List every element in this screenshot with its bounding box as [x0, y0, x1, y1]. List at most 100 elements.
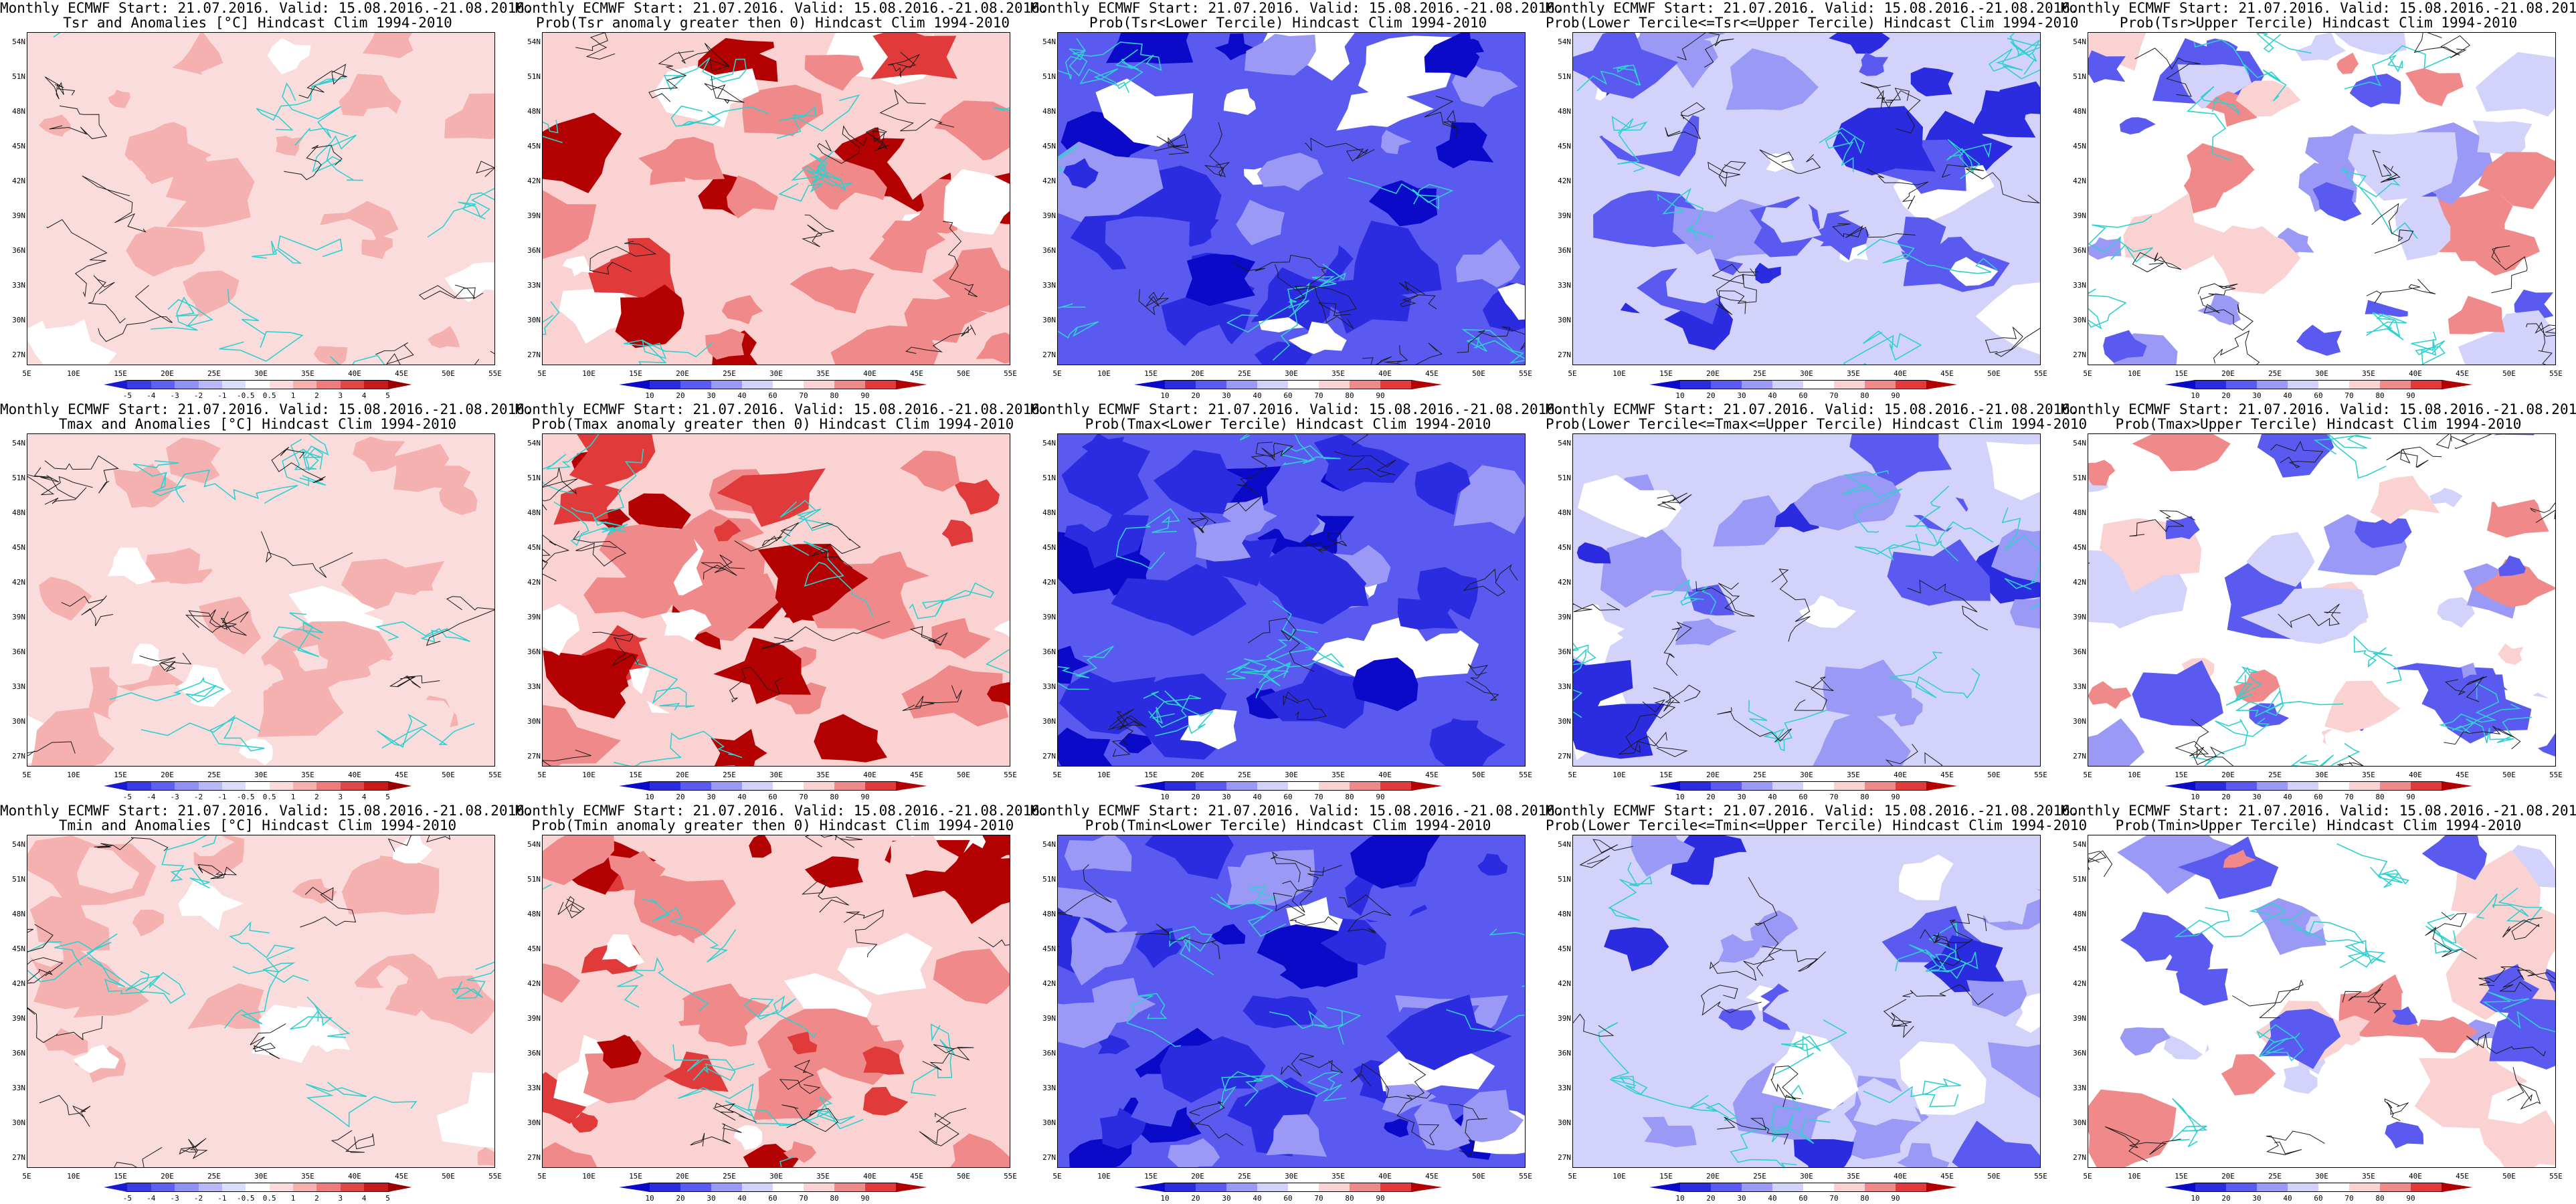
colorbar-tick-label: 60	[1283, 391, 1293, 400]
colorbar-segment	[198, 781, 223, 791]
shaded-region	[2255, 898, 2326, 955]
lat-label: 33N	[1042, 281, 1056, 290]
colorbar-tick-label: 70	[799, 1194, 808, 1203]
shaded-region	[239, 738, 273, 766]
shaded-region	[1849, 434, 1952, 492]
coastline	[543, 434, 600, 494]
colorbar-segment	[2195, 380, 2227, 389]
contour-line	[1771, 569, 1811, 642]
contour-line	[2491, 245, 2528, 294]
shaded-region	[567, 905, 653, 948]
panel-title-line1: Monthly ECMWF Start: 21.07.2016. Valid: …	[0, 803, 533, 819]
lon-label: 55E	[1519, 369, 1532, 378]
coastline	[778, 165, 847, 202]
lat-label: 36N	[12, 647, 25, 656]
lat-label: 27N	[1558, 752, 1571, 761]
coastline	[2191, 718, 2270, 766]
shaded-region	[1266, 1114, 1327, 1157]
lat-label: 39N	[1558, 1014, 1571, 1023]
colorbar-segment	[316, 1183, 341, 1192]
colorbar: 10 20 30 40 60 70 80 90	[1134, 781, 1443, 801]
colorbar-tick-label: 0.5	[262, 1194, 276, 1203]
lat-label: 51N	[12, 875, 25, 884]
lon-label: 5E	[22, 771, 31, 779]
coastline	[282, 82, 349, 146]
shaded-region	[178, 878, 244, 930]
contour-line	[1663, 621, 1692, 676]
shaded-region	[73, 1044, 120, 1074]
lat-label: 51N	[1558, 875, 1571, 884]
lat-label: 51N	[12, 72, 25, 81]
coastline	[1863, 1078, 1961, 1108]
colorbar-segment	[316, 380, 341, 389]
colorbar-segment	[364, 380, 389, 389]
shaded-region	[2215, 488, 2297, 548]
lon-label: 35E	[1847, 771, 1860, 779]
colorbar-segment	[246, 380, 270, 389]
colorbar-segment	[1226, 380, 1258, 389]
lon-label: 35E	[2362, 1172, 2375, 1181]
map-canvas	[543, 835, 1010, 1167]
lat-label: 30N	[12, 316, 25, 324]
contour-line	[2278, 603, 2341, 629]
contour-line	[1135, 923, 1220, 960]
lat-label: 36N	[527, 647, 541, 656]
lon-label: 55E	[2549, 1172, 2563, 1181]
shaded-region	[726, 175, 778, 219]
colorbar-segment	[1411, 380, 1443, 389]
lat-label: 51N	[527, 474, 541, 482]
lat-label: 27N	[1042, 752, 1056, 761]
shaded-region	[2283, 1064, 2318, 1094]
colorbar-segment	[269, 781, 294, 791]
lon-label: 45E	[910, 1172, 923, 1181]
contour-line	[1223, 455, 1268, 512]
colorbar-segment	[1865, 1183, 1896, 1192]
shaded-region	[705, 328, 745, 360]
shaded-region	[2246, 532, 2315, 587]
map-area	[542, 835, 1010, 1168]
contour-line	[1204, 122, 1230, 178]
map-area	[2088, 835, 2556, 1168]
contour-line	[865, 127, 891, 151]
lat-label: 48N	[527, 508, 541, 517]
lat-label: 36N	[1042, 246, 1056, 255]
shaded-region	[1317, 272, 1412, 334]
coastline	[290, 434, 329, 470]
lat-label: 39N	[527, 613, 541, 621]
colorbar-tick-label: 70	[1829, 391, 1839, 400]
contour-line	[250, 1023, 286, 1060]
lat-label: 51N	[1558, 474, 1571, 482]
colorbar: 10 20 30 40 60 70 80 90	[2165, 380, 2473, 400]
contour-line	[2199, 296, 2253, 331]
shaded-region	[2392, 1006, 2418, 1025]
colorbar-tick-label: 40	[2283, 391, 2292, 400]
colorbar-tick-label: 1	[290, 391, 296, 400]
colorbar-tick-label: 60	[768, 793, 777, 801]
coastline	[1210, 885, 1287, 937]
coastline	[305, 1082, 418, 1128]
lat-label: 42N	[1558, 979, 1571, 988]
map-area	[542, 433, 1010, 767]
shaded-region	[1675, 618, 1737, 645]
shaded-region	[27, 130, 82, 204]
shaded-region	[887, 125, 986, 200]
shaded-region	[2399, 1050, 2431, 1075]
coastline	[1819, 127, 1865, 173]
lon-label: 15E	[114, 369, 127, 378]
shaded-region	[1145, 835, 1234, 880]
lon-label: 50E	[1987, 1172, 2001, 1181]
shaded-region	[1153, 449, 1248, 514]
lon-label: 55E	[488, 369, 502, 378]
shaded-region	[1763, 985, 1850, 1042]
colorbar-segment	[127, 1183, 152, 1192]
lat-label: 36N	[2073, 647, 2086, 656]
coastline	[1573, 642, 1596, 718]
shaded-region	[713, 519, 741, 542]
colorbar-tick-label: 70	[2344, 1194, 2354, 1203]
colorbar: -5 -4 -3 -2 -1 -0.5 0.5 1 2 3 4 5	[104, 1183, 412, 1203]
colorbar-tick-label: -4	[147, 1194, 156, 1203]
lat-label: 54N	[12, 439, 25, 447]
map-area	[1057, 32, 1526, 365]
coastline	[2366, 312, 2407, 340]
colorbar-tick-label: 20	[1706, 793, 1716, 801]
